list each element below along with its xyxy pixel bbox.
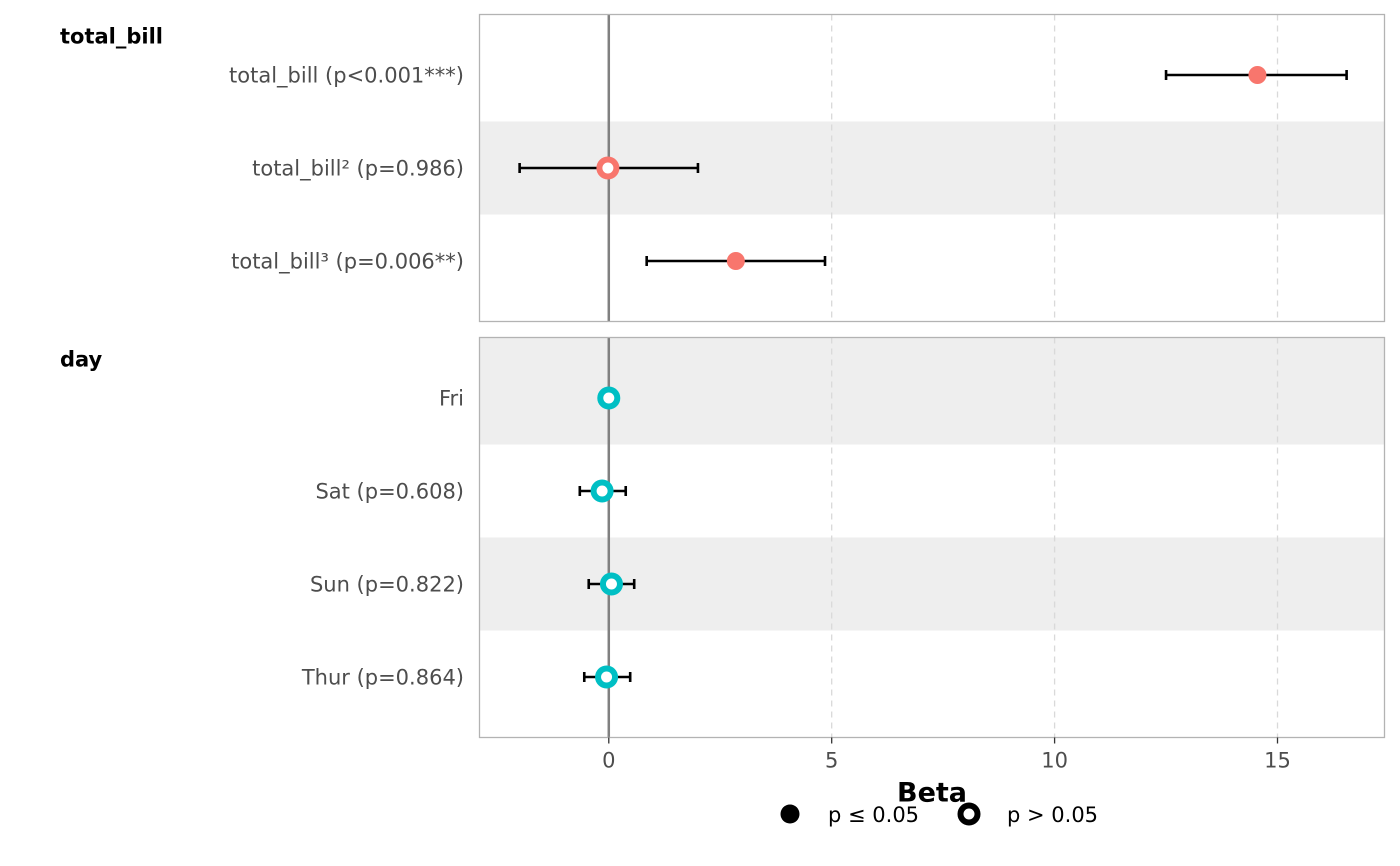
row-label: Thur (p=0.864) [301, 666, 464, 690]
legend-label-nonsignificant: p > 0.05 [1007, 803, 1098, 827]
row-label: Sat (p=0.608) [315, 480, 464, 504]
point-estimate [595, 665, 619, 689]
point-estimate [596, 156, 620, 180]
point-estimate [599, 572, 623, 596]
panel-total_bill: total_bill total_bill (p<0.001***) total_b… [60, 13, 1386, 323]
panel-border [478, 13, 1386, 323]
point-estimate [597, 386, 621, 410]
x-tick-label: 10 [1041, 749, 1068, 773]
row-label: total_bill³ (p=0.006**) [231, 250, 464, 275]
panel-day: day Fri Sat (p=0.608) Sun (p=0.822) Thur (p=… [60, 336, 1386, 739]
legend-label-significant: p ≤ 0.05 [828, 803, 919, 827]
legend: p ≤ 0.05 p > 0.05 [780, 802, 1098, 827]
point-estimate [726, 252, 745, 270]
row-label: total_bill (p<0.001***) [229, 64, 464, 89]
point-estimate [1248, 66, 1267, 84]
x-tick-label: 5 [825, 749, 838, 773]
x-axis-title: Beta [897, 778, 967, 809]
panel-border [478, 336, 1386, 739]
legend-filled-marker [780, 804, 800, 824]
x-tick-label: 0 [602, 749, 615, 773]
row-stripe [479, 337, 1385, 445]
group-title: total_bill [60, 25, 163, 49]
legend-hollow-marker [957, 802, 981, 826]
point-estimate [590, 479, 614, 503]
group-title: day [60, 348, 103, 372]
x-axis: 0 5 10 15 Beta [602, 737, 1291, 809]
row-label: Sun (p=0.822) [310, 573, 464, 597]
x-tick-label: 15 [1264, 749, 1291, 773]
row-label: total_bill² (p=0.986) [252, 157, 464, 182]
row-label: Fri [439, 387, 464, 411]
